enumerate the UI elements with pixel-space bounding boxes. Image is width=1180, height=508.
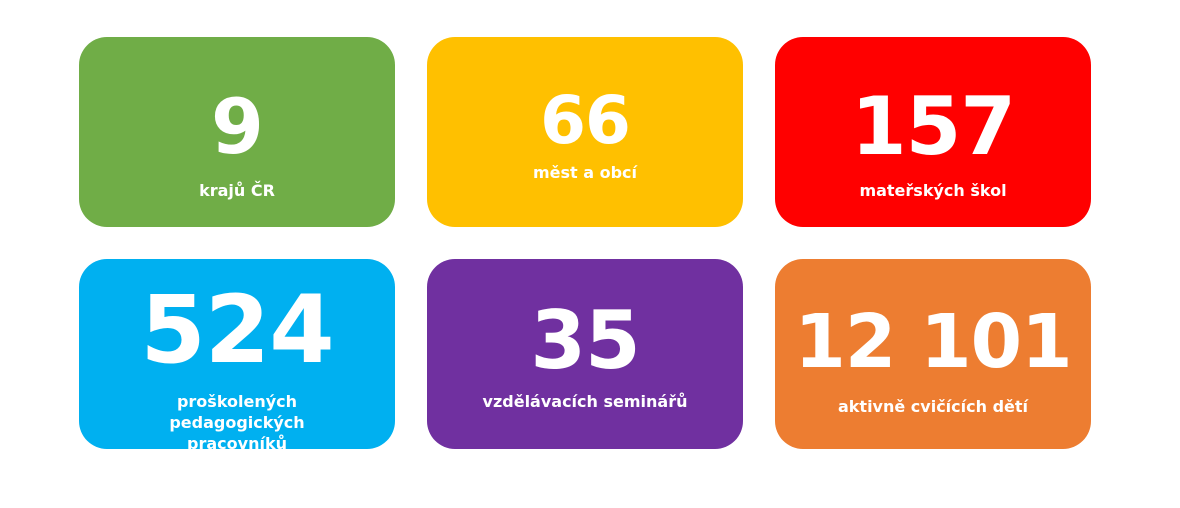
stat-label: mateřských škol [859, 181, 1007, 200]
stat-label: aktivně cvičících dětí [837, 397, 1029, 416]
stat-card-regions: 9 krajů ČR [79, 37, 395, 227]
stat-card-kindergartens: 157 mateřských škol [775, 37, 1091, 227]
stat-value: 66 [540, 82, 631, 159]
stat-card-active-children: 12 101 aktivně cvičících dětí [775, 259, 1091, 449]
stat-card-seminars: 35 vzdělávacích seminářů [427, 259, 743, 449]
stat-label: vzdělávacích seminářů [482, 392, 688, 411]
stat-label: proškolených pedagogických pracovníků [169, 392, 305, 453]
stat-label: krajů ČR [199, 181, 275, 200]
stat-card-trained-staff: 524 proškolených pedagogických pracovník… [79, 259, 395, 453]
stat-value: 35 [530, 294, 640, 387]
stat-label: měst a obcí [532, 163, 638, 182]
stat-value: 524 [140, 276, 334, 385]
stat-value: 157 [851, 80, 1016, 173]
stat-card-towns: 66 měst a obcí [427, 37, 743, 227]
stat-value: 9 [211, 82, 264, 171]
stat-value: 12 101 [794, 299, 1072, 385]
